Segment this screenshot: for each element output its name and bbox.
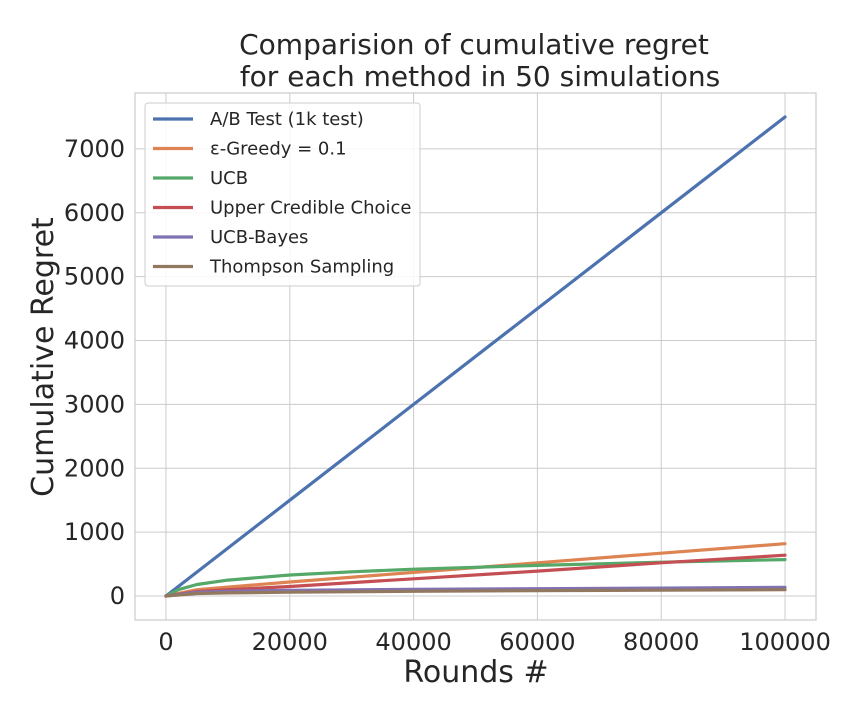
y-tick-label: 0 xyxy=(110,582,125,610)
series-line-1 xyxy=(164,115,787,598)
x-tick-label: 100000 xyxy=(739,628,831,656)
x-tick-label: 60000 xyxy=(499,628,575,656)
y-tick-label: 4000 xyxy=(64,327,125,355)
x-axis-label: Rounds # xyxy=(403,655,548,690)
chart-title-line-2: for each method in 50 simulations xyxy=(240,60,720,93)
legend-label-1: A/B Test (1k test) xyxy=(210,109,364,130)
y-axis-ticks: 0 1000 2000 3000 4000 5000 6000 7000 xyxy=(64,135,125,610)
legend-label-4: Upper Credible Choice xyxy=(210,198,411,219)
legend-label-3: UCB xyxy=(210,168,248,189)
y-tick-label: 6000 xyxy=(64,199,125,227)
y-tick-label: 3000 xyxy=(64,390,125,418)
y-tick-label: 7000 xyxy=(64,135,125,163)
x-tick-label: 20000 xyxy=(252,628,328,656)
x-tick-label: 80000 xyxy=(623,628,699,656)
x-axis-ticks: 0 20000 40000 60000 80000 100000 xyxy=(158,628,831,656)
x-tick-label: 40000 xyxy=(375,628,451,656)
chart-title-line-1: Comparision of cumulative regret xyxy=(239,28,709,61)
legend-label-5: UCB-Bayes xyxy=(210,227,308,248)
y-tick-label: 1000 xyxy=(64,518,125,546)
y-tick-label: 2000 xyxy=(64,454,125,482)
series-layer xyxy=(164,115,787,598)
legend-label-6: Thompson Sampling xyxy=(209,257,394,278)
series-line-2 xyxy=(164,542,787,598)
legend-label-2: ε-Greedy = 0.1 xyxy=(210,139,347,160)
x-tick-label: 0 xyxy=(158,628,173,656)
legend-box xyxy=(144,102,421,287)
y-axis-label: Cumulative Regret xyxy=(26,217,61,497)
legend: A/B Test (1k test) ε-Greedy = 0.1 UCB Upper… xyxy=(144,102,421,287)
series-line-6 xyxy=(164,588,787,598)
y-tick-label: 5000 xyxy=(64,263,125,291)
